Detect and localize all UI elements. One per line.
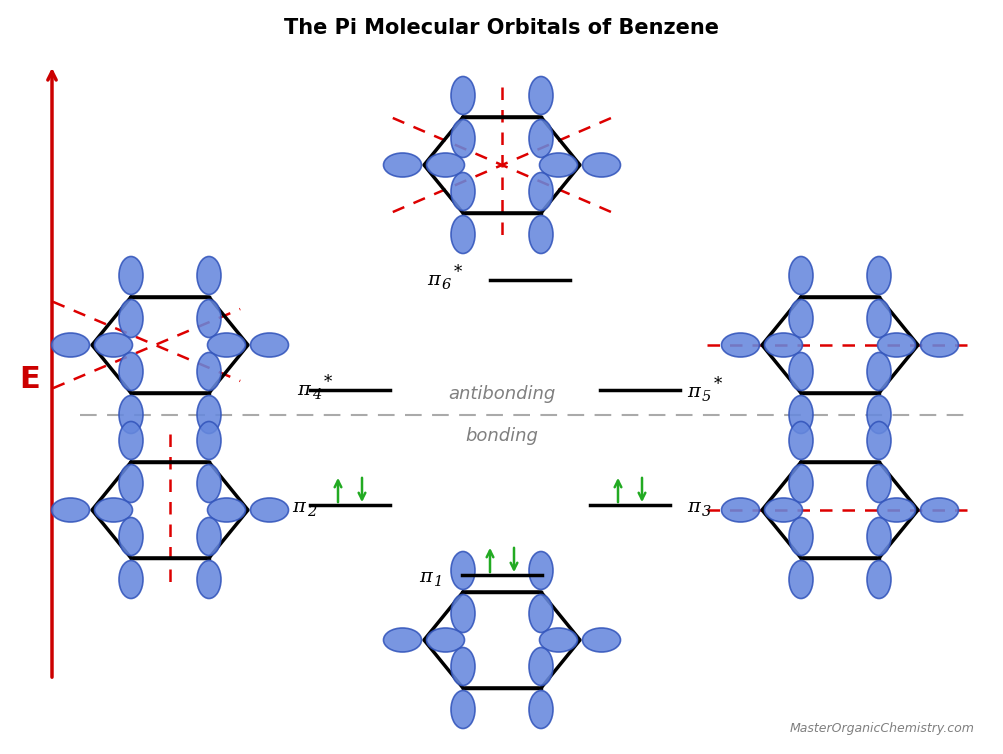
Text: 2: 2	[307, 505, 316, 519]
Text: *: *	[324, 373, 332, 391]
Text: 3: 3	[701, 505, 710, 519]
Ellipse shape	[450, 76, 474, 115]
Ellipse shape	[119, 353, 142, 391]
Ellipse shape	[94, 498, 132, 522]
Ellipse shape	[197, 464, 221, 502]
Ellipse shape	[426, 628, 464, 652]
Text: π: π	[418, 568, 431, 586]
Text: 6: 6	[441, 278, 450, 292]
Ellipse shape	[119, 299, 142, 338]
Ellipse shape	[529, 173, 553, 210]
Ellipse shape	[119, 464, 142, 502]
Ellipse shape	[450, 173, 474, 210]
Text: 4: 4	[312, 388, 321, 402]
Ellipse shape	[529, 691, 553, 728]
Ellipse shape	[119, 256, 142, 295]
Ellipse shape	[867, 560, 890, 599]
Ellipse shape	[788, 396, 812, 434]
Ellipse shape	[763, 333, 801, 357]
Ellipse shape	[450, 648, 474, 685]
Ellipse shape	[119, 517, 142, 556]
Ellipse shape	[788, 517, 812, 556]
Ellipse shape	[426, 153, 464, 177]
Ellipse shape	[867, 256, 890, 295]
Ellipse shape	[450, 551, 474, 590]
Ellipse shape	[197, 299, 221, 338]
Text: 5: 5	[701, 390, 710, 404]
Text: antibonding: antibonding	[448, 385, 555, 403]
Ellipse shape	[788, 256, 812, 295]
Text: *: *	[453, 263, 461, 280]
Text: *: *	[713, 375, 721, 393]
Ellipse shape	[208, 333, 246, 357]
Text: π: π	[686, 498, 699, 516]
Ellipse shape	[51, 498, 89, 522]
Text: π: π	[426, 271, 439, 289]
Ellipse shape	[788, 353, 812, 391]
Ellipse shape	[197, 517, 221, 556]
Ellipse shape	[529, 594, 553, 633]
Ellipse shape	[197, 560, 221, 599]
Ellipse shape	[877, 333, 915, 357]
Text: 1: 1	[433, 575, 442, 589]
Ellipse shape	[582, 628, 620, 652]
Ellipse shape	[119, 396, 142, 434]
Ellipse shape	[383, 153, 421, 177]
Ellipse shape	[539, 628, 577, 652]
Ellipse shape	[788, 464, 812, 502]
Ellipse shape	[867, 299, 890, 338]
Ellipse shape	[51, 333, 89, 357]
Ellipse shape	[450, 216, 474, 253]
Ellipse shape	[539, 153, 577, 177]
Ellipse shape	[867, 353, 890, 391]
Ellipse shape	[920, 498, 958, 522]
Text: π: π	[297, 381, 310, 399]
Ellipse shape	[920, 333, 958, 357]
Ellipse shape	[529, 551, 553, 590]
Text: MasterOrganicChemistry.com: MasterOrganicChemistry.com	[789, 722, 974, 735]
Text: E: E	[20, 366, 40, 394]
Ellipse shape	[788, 560, 812, 599]
Ellipse shape	[788, 299, 812, 338]
Text: π: π	[686, 383, 699, 401]
Ellipse shape	[867, 421, 890, 459]
Ellipse shape	[119, 421, 142, 459]
Ellipse shape	[529, 119, 553, 158]
Ellipse shape	[529, 216, 553, 253]
Text: The Pi Molecular Orbitals of Benzene: The Pi Molecular Orbitals of Benzene	[284, 18, 719, 38]
Text: π: π	[292, 498, 305, 516]
Text: bonding: bonding	[465, 427, 538, 445]
Ellipse shape	[197, 396, 221, 434]
Ellipse shape	[450, 691, 474, 728]
Ellipse shape	[721, 333, 758, 357]
Ellipse shape	[94, 333, 132, 357]
Ellipse shape	[529, 76, 553, 115]
Ellipse shape	[763, 498, 801, 522]
Ellipse shape	[721, 498, 758, 522]
Ellipse shape	[251, 498, 288, 522]
Ellipse shape	[383, 628, 421, 652]
Ellipse shape	[119, 560, 142, 599]
Ellipse shape	[877, 498, 915, 522]
Ellipse shape	[582, 153, 620, 177]
Ellipse shape	[208, 498, 246, 522]
Ellipse shape	[197, 421, 221, 459]
Ellipse shape	[867, 464, 890, 502]
Ellipse shape	[529, 648, 553, 685]
Ellipse shape	[197, 353, 221, 391]
Ellipse shape	[251, 333, 288, 357]
Ellipse shape	[788, 421, 812, 459]
Ellipse shape	[867, 396, 890, 434]
Ellipse shape	[197, 256, 221, 295]
Ellipse shape	[867, 517, 890, 556]
Ellipse shape	[450, 119, 474, 158]
Ellipse shape	[450, 594, 474, 633]
